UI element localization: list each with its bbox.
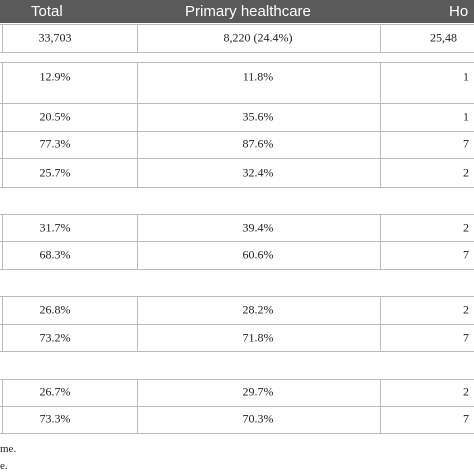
- table-cell: 60.6%: [242, 247, 274, 262]
- column-border: [2, 406, 3, 433]
- table-cell: 20.5%: [39, 109, 71, 124]
- table-cell: 7: [463, 247, 469, 262]
- column-border: [137, 214, 138, 241]
- column-border: [2, 214, 3, 241]
- table-cell: 25,48: [430, 30, 457, 45]
- table-cell: 8,220 (24.4%): [223, 30, 293, 45]
- column-border: [380, 103, 381, 131]
- column-border: [380, 324, 381, 351]
- row-border: [0, 296, 474, 297]
- table-cell: 2: [463, 302, 469, 317]
- row-border: [0, 131, 474, 132]
- column-border: [380, 62, 381, 103]
- row-border: [0, 324, 474, 325]
- column-border: [380, 24, 381, 52]
- table-cell: 87.6%: [242, 136, 274, 151]
- column-border: [137, 62, 138, 103]
- row-border: [0, 158, 474, 159]
- column-border: [137, 324, 138, 351]
- table-cell: 2: [463, 220, 469, 235]
- table-cell: 1: [463, 109, 469, 124]
- table-cell: 29.7%: [242, 384, 274, 399]
- table-cell: 28.2%: [242, 302, 274, 317]
- table-cell: 1: [463, 69, 469, 84]
- table-cell: 77.3%: [39, 136, 71, 151]
- row-border: [0, 379, 474, 380]
- column-border: [2, 296, 3, 324]
- table-cell: 2: [463, 165, 469, 180]
- column-border: [380, 296, 381, 324]
- column-border: [2, 241, 3, 269]
- row-border: [0, 52, 474, 53]
- table-cell: 70.3%: [242, 411, 274, 426]
- row-border: [0, 62, 474, 63]
- table-cell: 7: [463, 330, 469, 345]
- table-cell: 68.3%: [39, 247, 71, 262]
- table-cell: 2: [463, 384, 469, 399]
- row-border: [0, 24, 474, 25]
- row-border: [0, 406, 474, 407]
- footnote: e.: [0, 460, 8, 472]
- row-border: [0, 351, 474, 352]
- table-cell: 12.9%: [39, 69, 71, 84]
- table-cell: 26.7%: [39, 384, 71, 399]
- footnote: me.: [0, 443, 17, 455]
- table-cell: 73.2%: [39, 330, 71, 345]
- column-border: [137, 158, 138, 187]
- table-cell: 71.8%: [242, 330, 274, 345]
- row-border: [0, 103, 474, 104]
- header-row: Total Primary healthcare Ho: [0, 0, 474, 23]
- table-cell: 31.7%: [39, 220, 71, 235]
- table-cell: 7: [463, 411, 469, 426]
- column-border: [380, 406, 381, 433]
- column-border: [137, 379, 138, 406]
- column-border: [2, 62, 3, 103]
- column-border: [137, 103, 138, 131]
- column-border: [380, 379, 381, 406]
- table-cell: 11.8%: [242, 69, 274, 84]
- row-border: [0, 269, 474, 270]
- column-border: [2, 379, 3, 406]
- column-border: [2, 24, 3, 52]
- column-border: [380, 241, 381, 269]
- table-cell: 25.7%: [39, 165, 71, 180]
- column-border: [137, 24, 138, 52]
- table-cell: 39.4%: [242, 220, 274, 235]
- table-cell: 35.6%: [242, 109, 274, 124]
- column-border: [2, 324, 3, 351]
- column-border: [2, 131, 3, 158]
- table-cell: 73.3%: [39, 411, 71, 426]
- table-cell: 32.4%: [242, 165, 274, 180]
- table-cell: 7: [463, 136, 469, 151]
- header-cell: Total: [31, 3, 63, 20]
- row-border: [0, 433, 474, 434]
- column-border: [137, 296, 138, 324]
- column-border: [2, 158, 3, 187]
- row-border: [0, 241, 474, 242]
- column-border: [137, 406, 138, 433]
- header-cell: Primary healthcare: [185, 3, 311, 20]
- table-cell: 26.8%: [39, 302, 71, 317]
- column-border: [137, 241, 138, 269]
- table-cell: 33,703: [38, 30, 72, 45]
- column-border: [137, 131, 138, 158]
- row-border: [0, 214, 474, 215]
- column-border: [380, 131, 381, 158]
- row-border: [0, 187, 474, 188]
- header-cell: Ho: [449, 3, 469, 20]
- column-border: [2, 103, 3, 131]
- column-border: [380, 158, 381, 187]
- column-border: [380, 214, 381, 241]
